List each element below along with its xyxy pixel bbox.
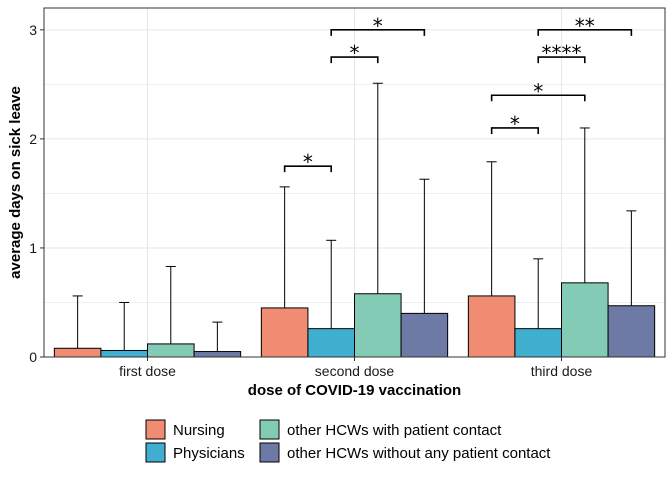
axes: 0 1 2 3 first dose second dose third dose [29,22,592,379]
significance-label: * [533,79,543,103]
significance-label: ** [575,14,595,38]
x-tick-label: third dose [531,363,593,379]
x-axis-title: dose of COVID-19 vaccination [248,382,461,399]
bar [514,328,562,358]
legend-label: other HCWs without any patient contact [287,445,551,462]
bars [53,282,656,358]
legend-swatch [145,442,166,463]
bar [147,343,195,358]
significance-brackets: *********** [283,14,633,174]
bar [467,295,516,358]
significance-bracket [490,127,540,134]
significance-bracket [537,29,633,36]
y-tick-label: 3 [29,22,37,38]
bar [561,282,609,358]
significance-bracket [283,165,333,173]
legend-label: Nursing [173,422,225,439]
bar [307,328,355,358]
x-tick-label: second dose [315,363,395,379]
significance-bracket [330,56,379,64]
legend-label: Physicians [173,445,245,462]
significance-bracket [330,29,426,36]
significance-label: * [303,150,313,174]
legend-swatch [259,419,280,440]
y-tick-label: 0 [29,349,37,365]
significance-label: **** [542,41,582,65]
significance-bracket [537,56,586,64]
legend-label: other HCWs with patient contact [287,422,502,439]
significance-label: * [510,112,520,136]
y-tick-label: 2 [29,131,37,147]
y-axis-title: average days on sick leave [7,86,24,279]
bar [354,293,402,358]
bar [607,305,656,358]
legend-swatch [145,419,166,440]
significance-label: * [373,14,383,38]
bar [100,349,149,358]
bar [260,307,309,358]
significance-label: * [350,41,360,65]
legend: Nursing Physicians other HCWs with patient… [145,419,551,463]
legend-swatch [259,442,280,463]
y-tick-label: 1 [29,240,37,256]
x-tick-label: first dose [119,363,176,379]
bar [53,347,102,358]
error-bars [72,82,637,352]
bar [400,312,449,358]
bar [193,351,242,358]
significance-bracket [490,94,586,102]
